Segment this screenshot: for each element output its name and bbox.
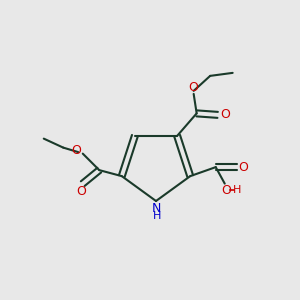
Text: O: O [220,108,230,122]
Text: O: O [189,81,199,94]
Text: H: H [233,185,242,195]
Text: H: H [153,211,162,221]
Text: N: N [151,202,161,215]
Text: O: O [76,184,86,198]
Text: O: O [221,184,231,197]
Text: O: O [71,143,81,157]
Text: O: O [238,160,248,174]
